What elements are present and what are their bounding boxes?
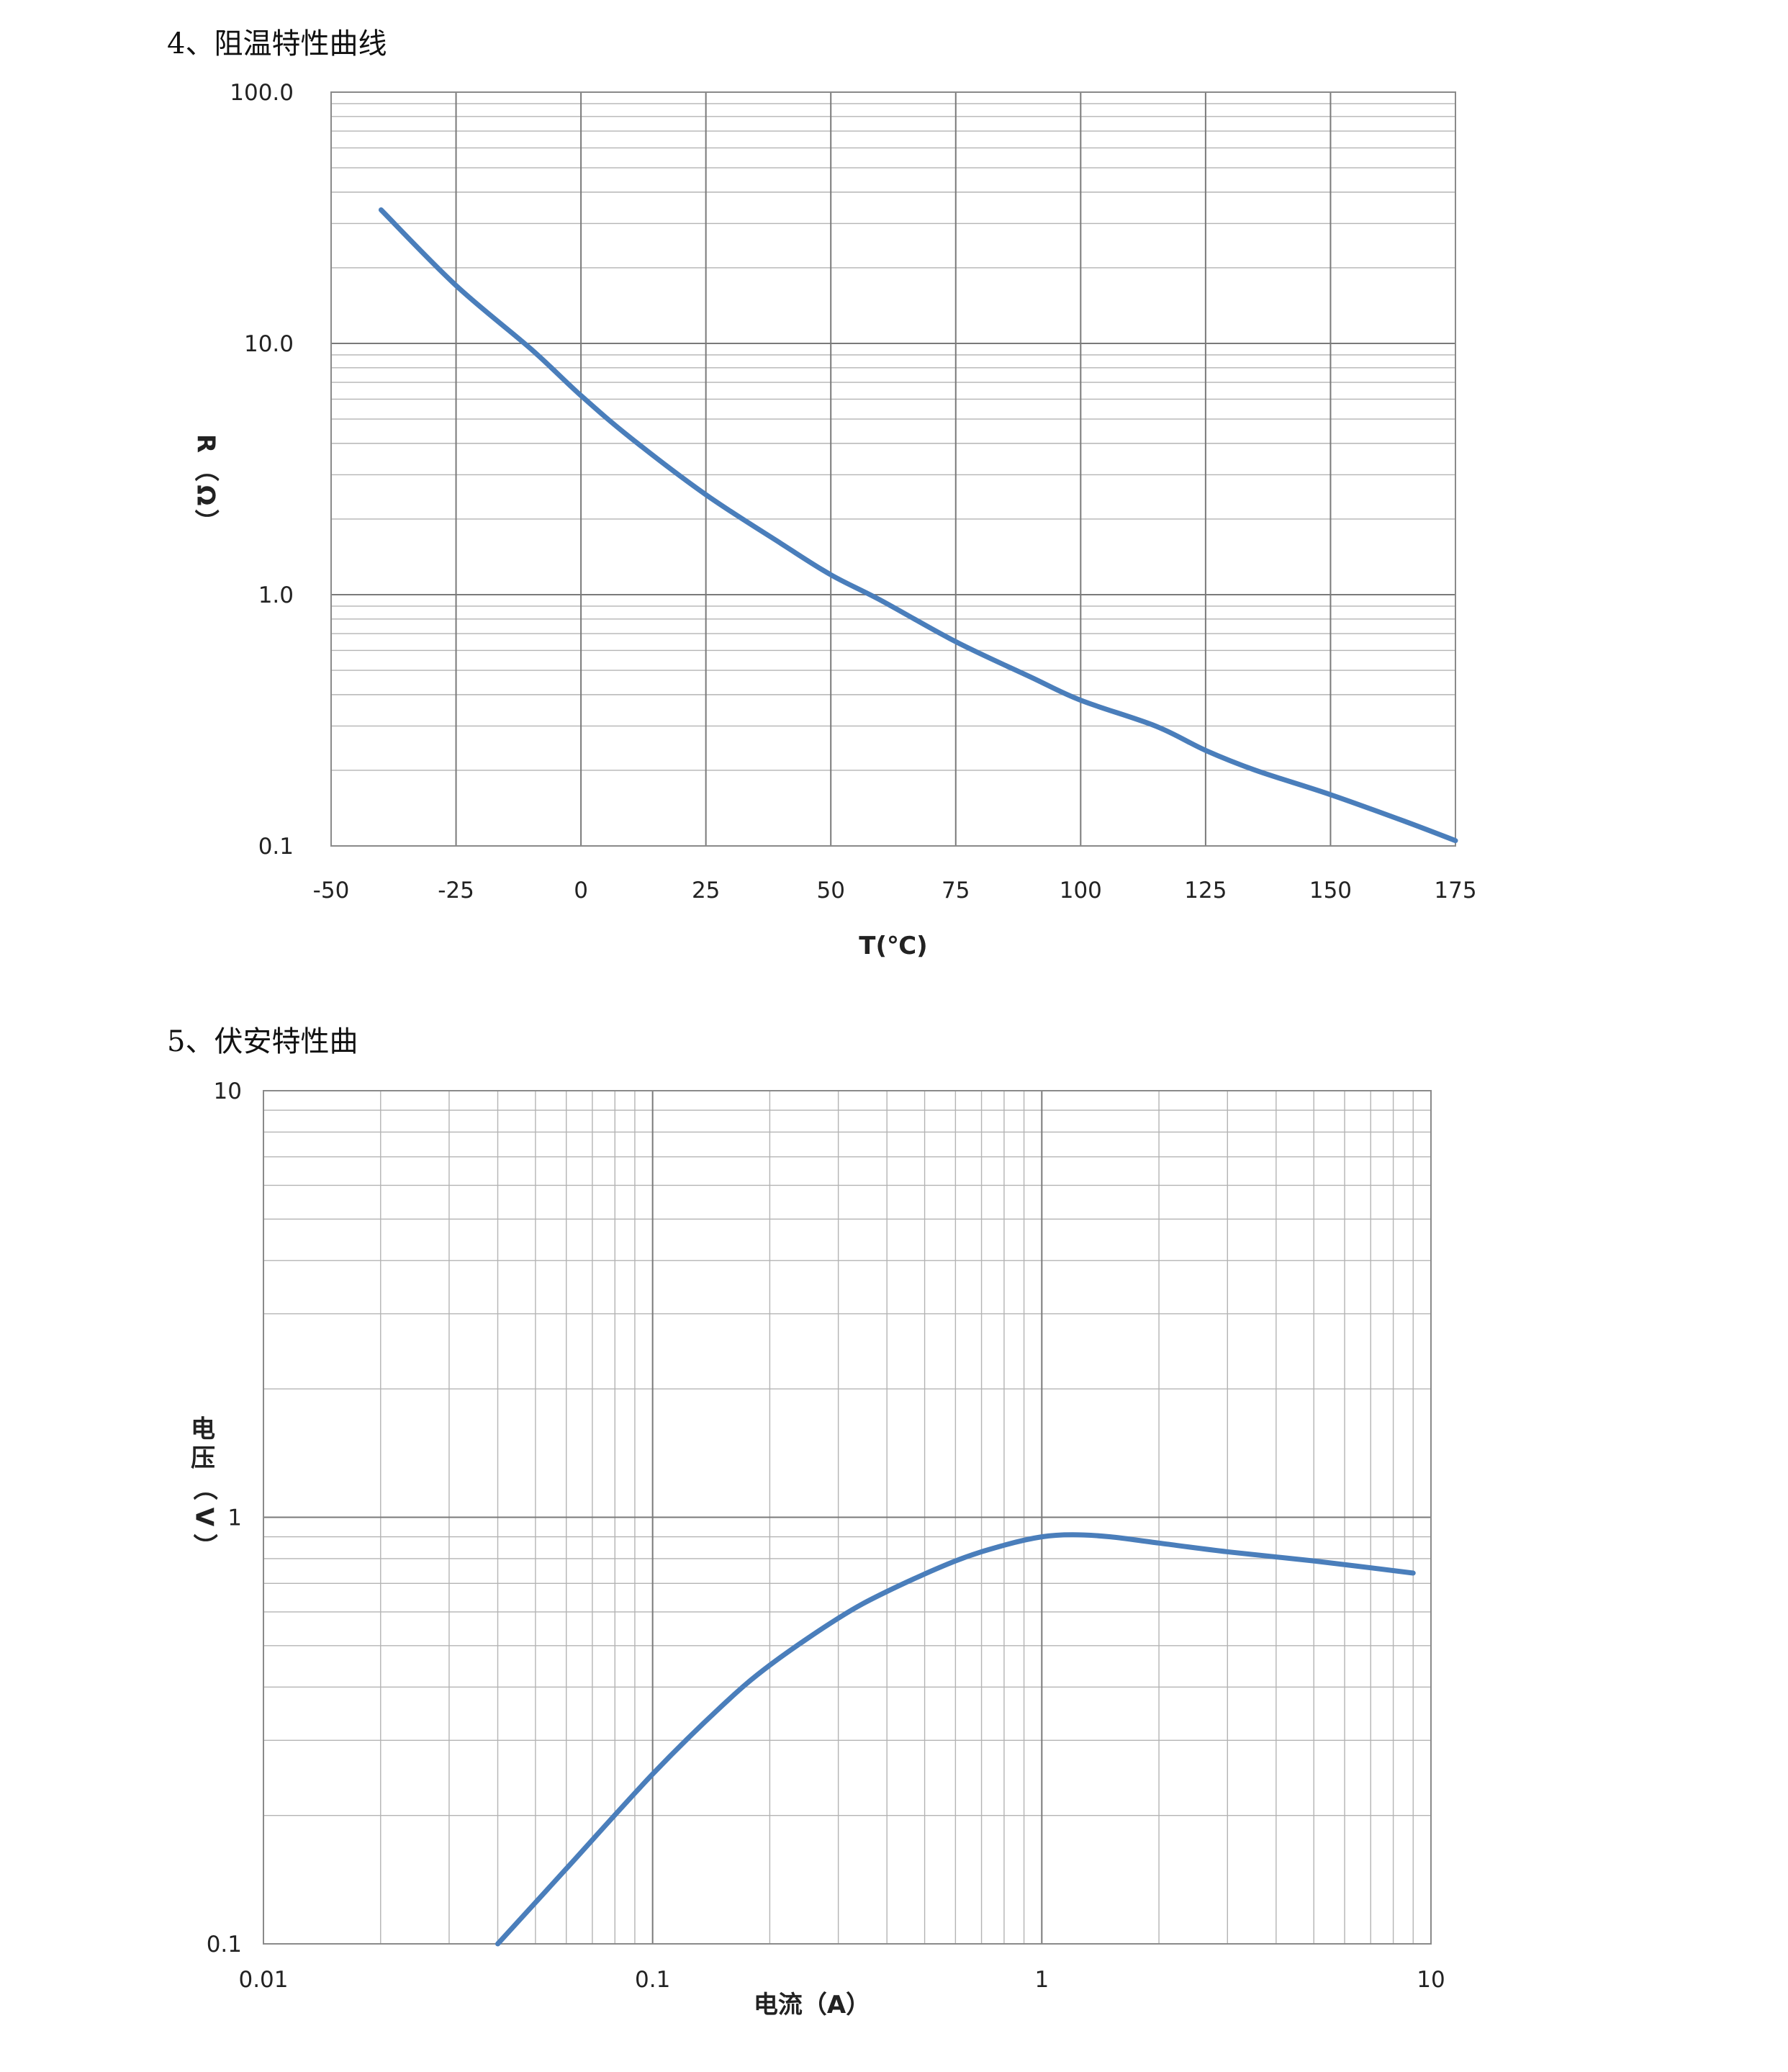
y-axis-title-glyph: 压 <box>191 1444 215 1473</box>
y-tick-label: 0.1 <box>207 1932 242 1958</box>
x-tick-label: 150 <box>1309 878 1352 904</box>
x-axis-title: T(℃) <box>859 932 927 960</box>
x-tick-label: -50 <box>313 878 350 904</box>
y-axis-title-glyph: ） <box>191 509 220 533</box>
y-axis-title-glyph: （ <box>191 457 220 482</box>
y-axis-title-glyph: R <box>191 434 220 453</box>
y-tick-label: 0.1 <box>258 834 294 860</box>
x-tick-label: 0.01 <box>238 1967 288 1993</box>
volt-ampere-chart: 0.01 0.1 1 10 0.1 1 10 电流（A） 电压 （ V ） <box>190 1078 1445 2019</box>
y-axis-title-glyph: （ <box>190 1476 219 1500</box>
series-line <box>495 1532 1416 1947</box>
x-tick-label: 0 <box>574 878 588 904</box>
section-title-volt-ampere: 5、伏安特性曲 <box>167 1025 358 1058</box>
x-tick-label: -25 <box>438 878 474 904</box>
x-tick-label: 100 <box>1060 878 1102 904</box>
y-axis-title: 电压 （ V ） <box>190 1415 219 1559</box>
y-axis-title-glyph: V <box>190 1508 219 1527</box>
y-tick-label: 100.0 <box>230 80 294 106</box>
x-tick-label: 0.1 <box>635 1967 670 1993</box>
x-tick-label: 125 <box>1184 878 1227 904</box>
x-tick-label: 75 <box>942 878 970 904</box>
plot-frame <box>330 91 1456 847</box>
x-tick-label: 50 <box>816 878 844 904</box>
x-axis-title: 电流（A） <box>754 1991 870 2019</box>
y-axis-title-glyph: ） <box>190 1533 219 1558</box>
series-line <box>378 207 1458 844</box>
y-tick-label: 10.0 <box>244 331 294 357</box>
x-tick-label: 175 <box>1434 878 1476 904</box>
x-tick-label: 10 <box>1417 1967 1445 1993</box>
x-tick-label: 1 <box>1034 1967 1049 1993</box>
section-title-resistance-temperature: 4、阻温特性曲线 <box>167 27 387 60</box>
y-axis-title-glyph: Ω <box>191 485 220 506</box>
x-tick-label: 25 <box>692 878 720 904</box>
grid <box>263 1090 1432 1945</box>
plot-frame <box>263 1090 1432 1945</box>
y-tick-label: 10 <box>214 1078 242 1104</box>
y-axis-title-glyph: 电 <box>191 1415 215 1444</box>
y-axis-title: R （ Ω ） <box>191 434 220 533</box>
y-tick-label: 1.0 <box>258 582 294 608</box>
resistance-temperature-chart: -50 -25 0 25 50 75 100 125 150 175 0.1 1.0 10.0 100.0… <box>191 80 1477 960</box>
y-tick-label: 1 <box>227 1505 242 1531</box>
grid <box>330 91 1456 847</box>
